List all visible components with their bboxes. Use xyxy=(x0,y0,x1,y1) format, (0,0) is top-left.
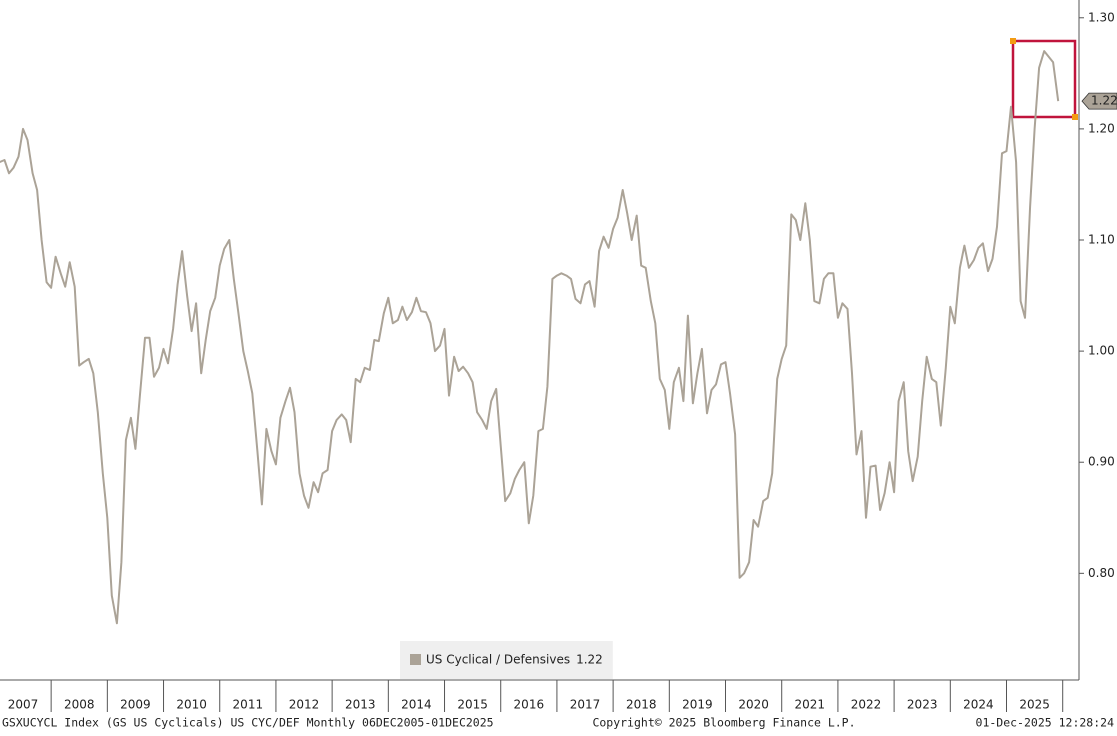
x-tick-label: 2022 xyxy=(851,698,882,712)
y-tick-label: 1.10 xyxy=(1088,233,1115,247)
x-tick-label: 2020 xyxy=(738,698,769,712)
x-tick-label: 2023 xyxy=(907,698,938,712)
footer-right: 01-Dec-2025 12:28:24 xyxy=(976,716,1115,730)
x-tick-label: 2025 xyxy=(1019,698,1050,712)
x-tick-label: 2018 xyxy=(626,698,657,712)
footer-center: Copyright© 2025 Bloomberg Finance L.P. xyxy=(592,716,855,730)
footer-left: GSXUCYCL Index (GS US Cyclicals) US CYC/… xyxy=(2,716,494,730)
x-tick-label: 2012 xyxy=(289,698,320,712)
x-tick-label: 2016 xyxy=(514,698,545,712)
x-tick-label: 2014 xyxy=(401,698,432,712)
legend-label: US Cyclical / Defensives xyxy=(426,653,570,667)
legend-value: 1.22 xyxy=(576,653,603,667)
handle xyxy=(1010,38,1016,44)
x-tick-label: 2019 xyxy=(682,698,713,712)
y-tick-label: 1.30 xyxy=(1088,10,1115,24)
series-line xyxy=(0,50,1060,625)
y-tick-label: 1.00 xyxy=(1088,344,1115,358)
x-tick-label: 2007 xyxy=(8,698,39,712)
handle xyxy=(1072,114,1078,120)
legend-swatch xyxy=(410,654,421,665)
last-value-tag: 1.22 xyxy=(1081,92,1117,110)
x-tick-label: 2011 xyxy=(233,698,264,712)
y-tick-label: 1.20 xyxy=(1088,121,1115,135)
y-tick-label: 0.90 xyxy=(1088,455,1115,469)
y-tick-label: 0.80 xyxy=(1088,566,1115,580)
legend: US Cyclical / Defensives 1.22 xyxy=(400,641,613,679)
x-tick-label: 2013 xyxy=(345,698,376,712)
x-tick-label: 2008 xyxy=(64,698,95,712)
legend-box xyxy=(400,641,613,679)
x-tick-label: 2015 xyxy=(457,698,488,712)
x-tick-label: 2021 xyxy=(795,698,826,712)
x-tick-label: 2024 xyxy=(963,698,994,712)
highlight-box xyxy=(1011,39,1077,119)
last-value-label: 1.22 xyxy=(1091,94,1117,108)
x-tick-label: 2017 xyxy=(570,698,601,712)
x-tick-label: 2010 xyxy=(176,698,207,712)
last-value-marker xyxy=(1081,92,1117,110)
x-tick-label: 2009 xyxy=(120,698,151,712)
